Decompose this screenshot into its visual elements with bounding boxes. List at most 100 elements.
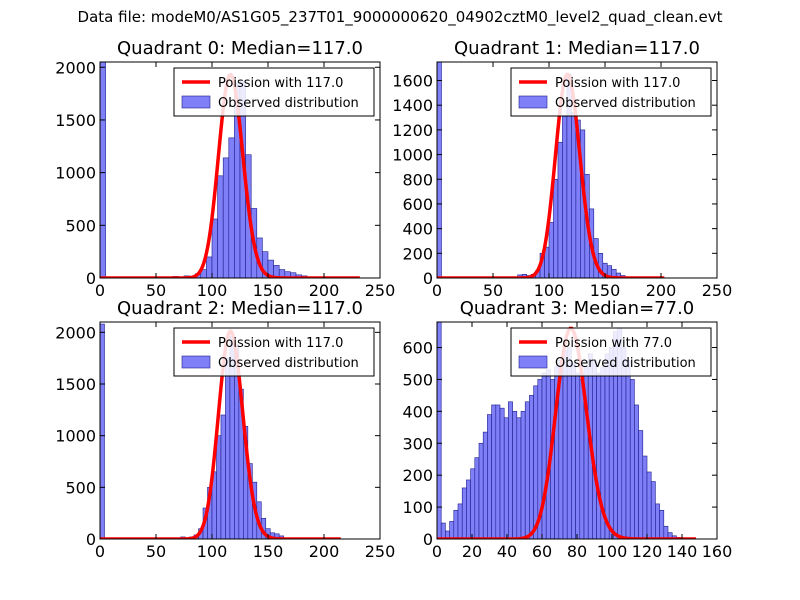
subplot-title: Quadrant 2: Median=117.0 [117,298,363,319]
histogram-bar [529,395,534,539]
legend-bar-swatch [518,355,548,369]
legend: Poission with 117.0 Observed distribution [510,67,712,117]
x-tick-label: 60 [532,542,552,561]
y-tick-label: 0 [86,269,96,288]
histogram-bar [211,218,218,278]
histogram-bar [474,457,480,539]
histogram-bar [491,404,497,539]
legend-entry-observed: Observed distribution [218,96,359,111]
histogram-bar [579,379,585,539]
y-tick-label: 600 [402,339,433,358]
histogram-bar [516,417,522,539]
legend-entry-observed: Observed distribution [555,356,696,371]
y-tick-label: 1500 [55,111,96,130]
histogram-bar [461,487,467,539]
x-tick-label: 50 [146,281,166,300]
histogram-bar [453,509,459,539]
histogram-bar [466,479,471,539]
histogram-bar [206,256,213,278]
x-tick-label: 100 [197,542,228,561]
histogram-bar [437,322,442,539]
legend-entry-poisson: Poission with 117.0 [218,76,343,91]
y-tick-label: 1000 [392,146,433,165]
y-tick-label: 1600 [392,72,433,91]
histogram-bar [625,359,631,539]
histogram-bar [220,414,226,539]
x-tick-label: 160 [702,542,733,561]
histogram-bar [655,503,660,539]
histogram-bar [596,372,602,539]
y-tick-label: 500 [65,216,96,235]
histogram-bar [503,417,509,539]
legend: Poission with 117.0 Observed distribution [173,327,375,377]
x-tick-label: 20 [462,542,482,561]
histogram-bar [524,401,530,539]
histogram-bar [571,112,577,278]
histogram-bar [508,401,513,539]
y-tick-label: 300 [402,434,433,453]
histogram-bar [548,222,554,278]
histogram-bar [533,385,539,539]
histogram-bar [659,509,665,539]
quadrant-2-plot: 0 50 100 150 200 250 0 500 1000 1500 2000 Quadrant … [55,298,395,561]
x-tick-label: 250 [365,281,396,300]
legend: Poission with 77.0 Observed distribution [510,327,712,377]
subplot-title: Quadrant 1: Median=117.0 [454,38,700,59]
x-tick-label: 140 [667,542,698,561]
x-tick-label: 150 [590,281,621,300]
legend-entry-observed: Observed distribution [218,356,359,371]
histogram-bar [437,62,442,278]
x-tick-label: 0 [432,542,442,561]
poisson-curve [100,329,342,539]
histogram-bar [499,407,505,539]
y-tick-label: 1000 [55,427,96,446]
histogram-bar [478,442,484,539]
y-tick-label: 1200 [392,121,433,140]
legend-bar-swatch [181,355,211,369]
quadrant-1-plot: 0 50 100 150 200 250 0 200 400 600 800 1000 1200 1400… [392,38,732,300]
histogram-bar [520,411,526,539]
legend-bar-swatch [518,95,548,109]
x-tick-label: 250 [365,542,396,561]
histogram-bar [512,411,518,539]
y-tick-label: 500 [402,370,433,389]
histogram-bar [634,404,639,539]
histogram-bar [217,175,224,278]
x-tick-label: 40 [497,542,517,561]
axes-frame [99,321,381,540]
figure-suptitle: Data file: modeM0/AS1G05_237T01_90000006… [77,8,723,26]
histogram-bar [629,379,635,539]
y-tick-label: 0 [423,269,433,288]
x-tick-label: 100 [197,281,228,300]
histogram-bar [562,116,568,278]
y-tick-label: 0 [423,530,433,549]
x-tick-label: 250 [702,281,733,300]
y-tick-label: 400 [402,402,433,421]
y-tick-label: 1400 [392,96,433,115]
y-tick-label: 200 [402,244,433,263]
histogram-bar [225,357,231,539]
histogram-bar [638,430,644,539]
x-tick-label: 120 [632,542,663,561]
x-tick-label: 200 [309,281,340,300]
histogram-bar [541,372,547,539]
x-tick-label: 200 [309,542,340,561]
y-tick-label: 1000 [55,164,96,183]
y-tick-label: 400 [402,220,433,239]
histogram-bar [575,372,581,539]
legend-entry-observed: Observed distribution [555,96,696,111]
x-tick-label: 150 [253,542,284,561]
histogram-bar [646,471,652,539]
histogram-bar [100,62,106,278]
histogram-bar [553,178,559,278]
histogram-bar [604,353,610,539]
histogram-bar [440,522,446,539]
legend-entry-poisson: Poission with 117.0 [218,336,343,351]
histogram-bar [228,137,235,278]
y-tick-label: 200 [402,466,433,485]
histogram-bar [222,157,230,278]
x-tick-label: 50 [483,281,503,300]
y-tick-label: 600 [402,195,433,214]
y-tick-label: 2000 [55,323,96,342]
